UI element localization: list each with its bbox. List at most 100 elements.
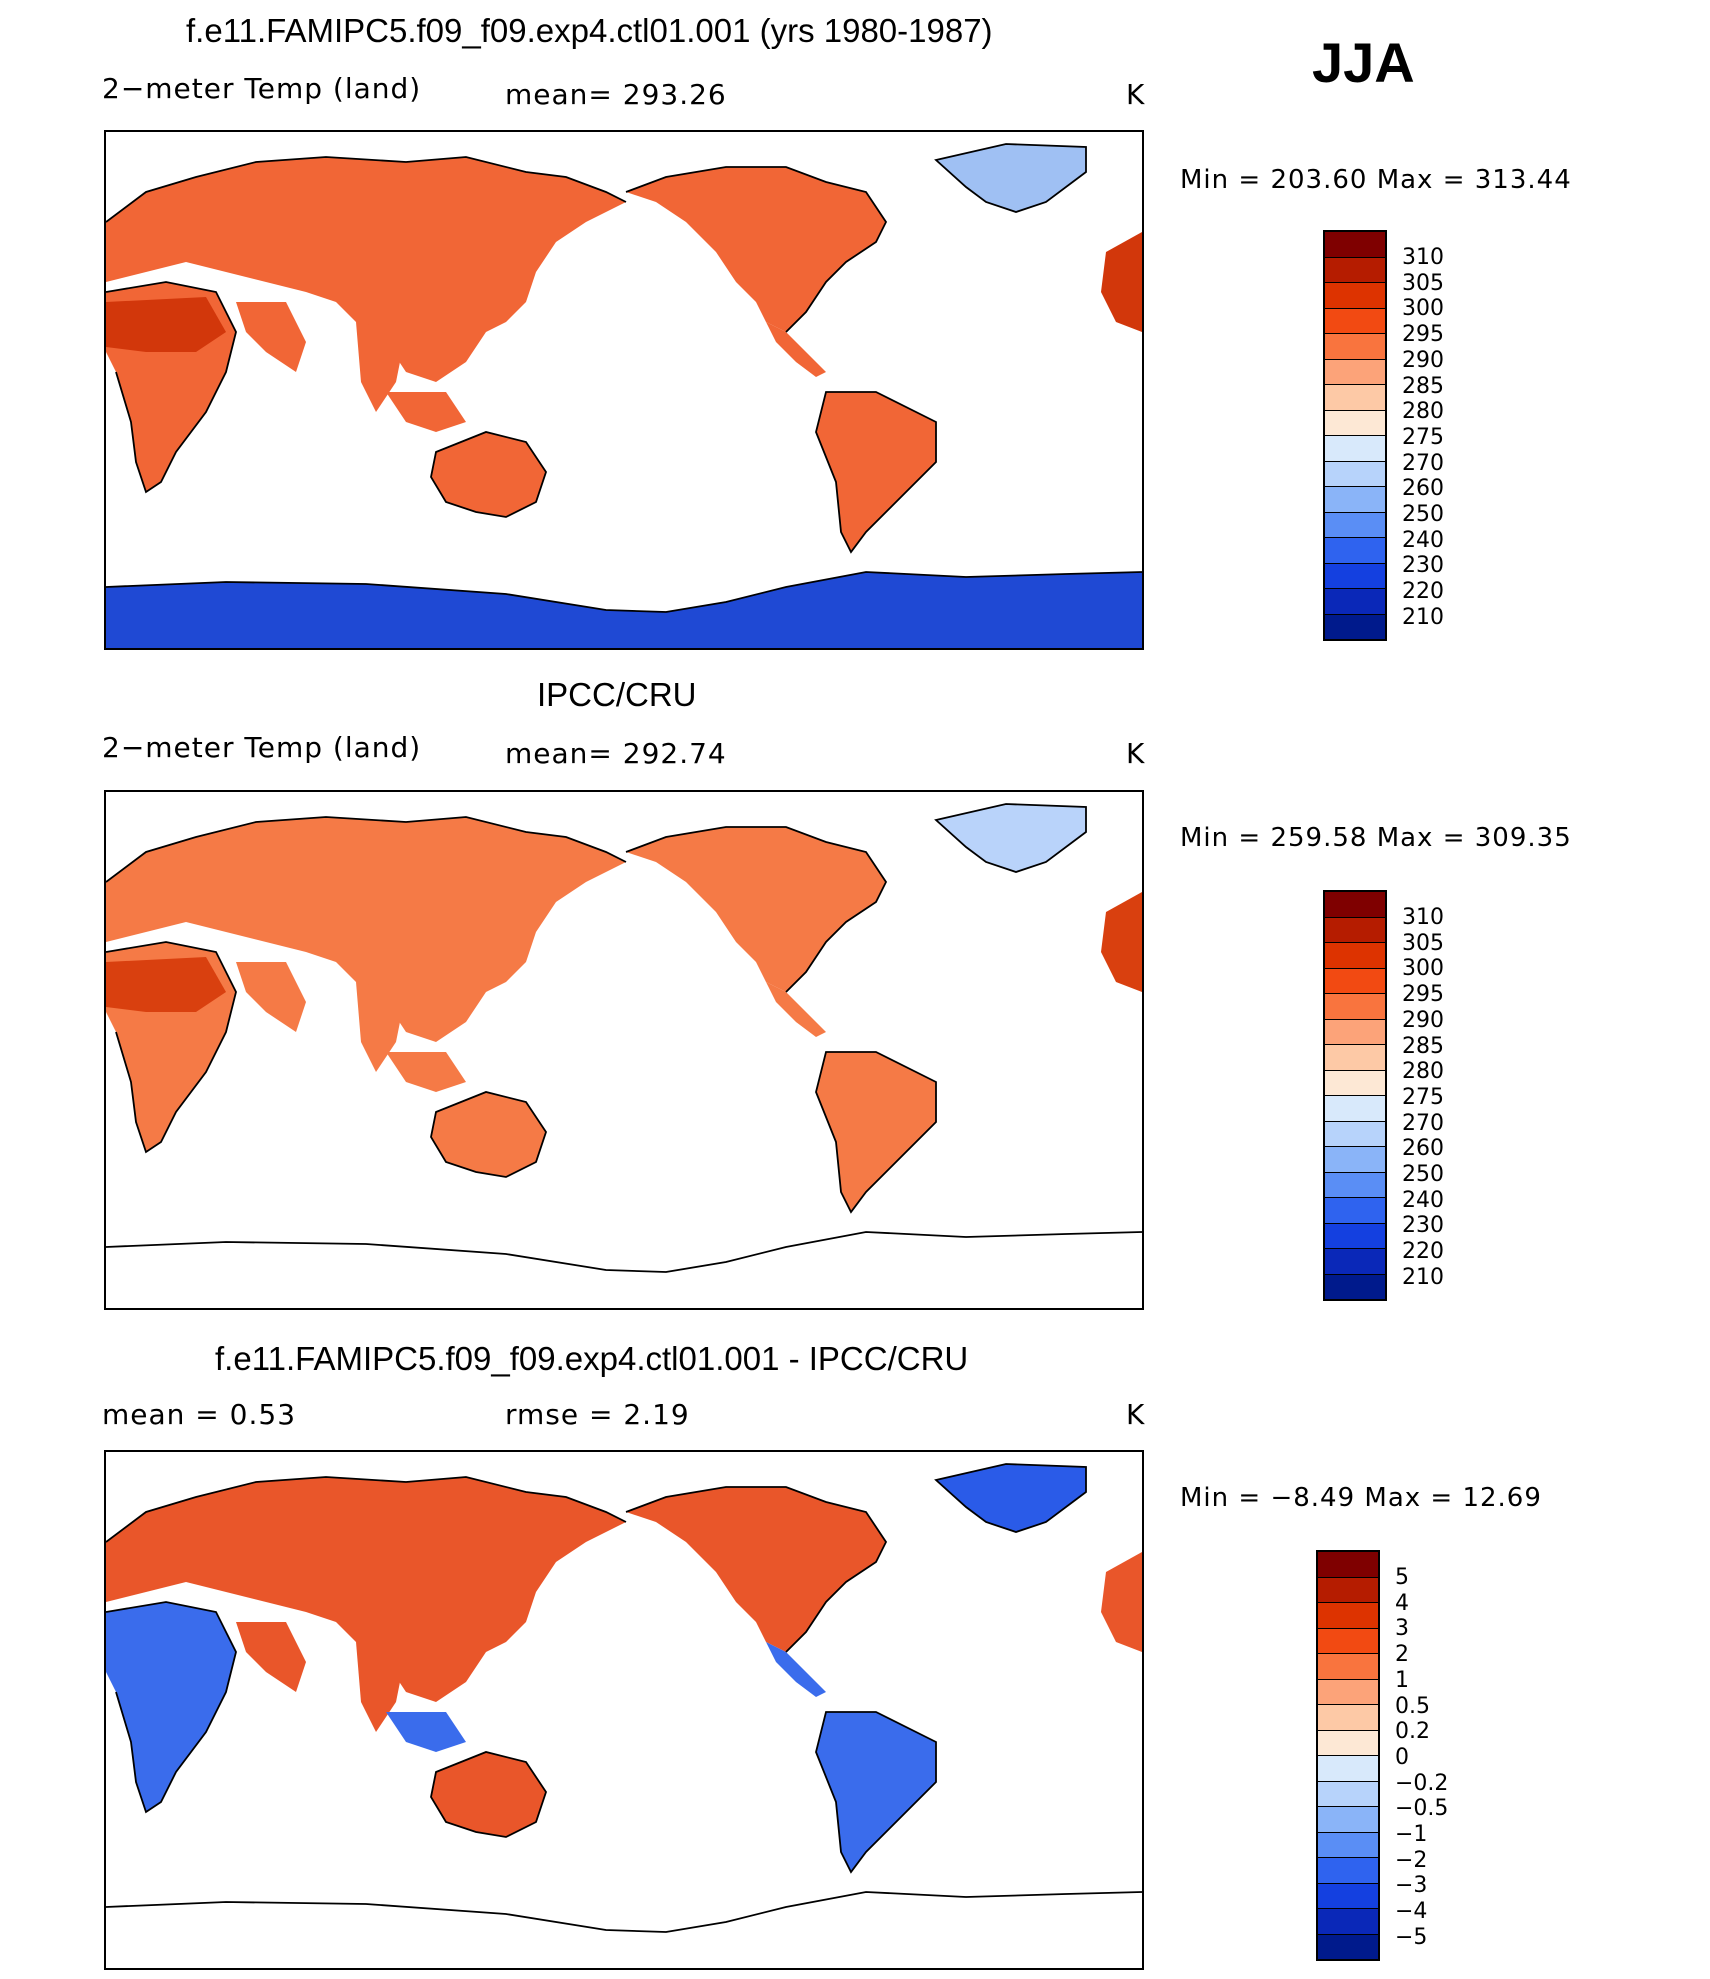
colorbar-swatch [1325, 892, 1385, 918]
colorbar-tick-label: 310 [1402, 245, 1444, 270]
colorbar-tick-label: 1 [1395, 1667, 1409, 1693]
colorbar-tick-label: 275 [1402, 1084, 1444, 1110]
colorbar-swatch [1318, 1577, 1378, 1603]
colorbar-tick-label: 3 [1395, 1616, 1409, 1642]
africa [106, 1602, 236, 1812]
colorbar-tick-label: 310 [1402, 905, 1444, 930]
colorbar-tick-label: 295 [1402, 322, 1444, 348]
variable-label: 2−meter Temp (land) [102, 731, 422, 764]
colorbar-swatch [1325, 1070, 1385, 1096]
colorbar-swatch [1325, 512, 1385, 538]
colorbar-swatch [1325, 359, 1385, 385]
colorbar-swatch [1318, 1679, 1378, 1705]
central-america [766, 322, 826, 377]
colorbar-tick-label: 4 [1395, 1590, 1409, 1616]
map-canvas [106, 803, 1142, 1308]
land-fill [106, 804, 1142, 1212]
colorbar-tick-label: 240 [1402, 1187, 1444, 1213]
colorbar-swatch [1318, 1552, 1378, 1578]
map-canvas [106, 1463, 1142, 1968]
colorbar-tick-label: 280 [1402, 1059, 1444, 1085]
colorbar-tick-label: 290 [1402, 347, 1444, 373]
colorbar-swatch [1325, 487, 1385, 513]
north-america [626, 1487, 886, 1652]
colorbar-swatch [1318, 1756, 1378, 1782]
sahara [106, 957, 226, 1012]
west-africa-edge [1101, 892, 1142, 992]
colorbar-tick-label: 0.2 [1395, 1719, 1430, 1745]
min-max-label: Min = −8.49 Max = 12.69 [1180, 1483, 1542, 1513]
colorbar-swatch [1318, 1832, 1378, 1858]
colorbar-swatch [1325, 614, 1385, 639]
colorbar-swatch [1325, 283, 1385, 309]
colorbar-tick-label: 270 [1402, 1110, 1444, 1136]
greenland [936, 804, 1086, 872]
colorbar-swatch [1318, 1654, 1378, 1680]
world-map [104, 130, 1144, 650]
india [356, 322, 406, 412]
antarctica [106, 572, 1142, 648]
arabia-india [236, 1622, 306, 1692]
colorbar-swatch [1325, 1198, 1385, 1224]
colorbar-tick-label: 285 [1402, 1033, 1444, 1059]
colorbar-swatch [1318, 1730, 1378, 1756]
colorbar-swatch [1325, 943, 1385, 969]
colorbar-ticks: 5 4 3 2 1 0.5 0.2 0 −0.2 −0.5 −1 −2 −3 −4 −5 [1395, 1565, 1448, 1951]
south-america [816, 1052, 936, 1212]
colorbar-swatch [1325, 1121, 1385, 1147]
eurasia [106, 1477, 626, 1702]
eurasia [106, 817, 626, 1042]
world-map [104, 790, 1144, 1310]
india [356, 982, 406, 1072]
colorbar [1323, 890, 1387, 1301]
colorbar-swatch [1325, 461, 1385, 487]
coastlines [106, 143, 1142, 613]
colorbar-tick-label: −3 [1395, 1873, 1428, 1899]
colorbar-swatch [1325, 1274, 1385, 1299]
australia [431, 432, 546, 517]
mean-label: mean= 293.26 [505, 78, 727, 111]
se-asia [386, 1712, 466, 1752]
colorbar-tick-label: 260 [1402, 476, 1444, 502]
colorbar-tick-label: −0.5 [1395, 1796, 1449, 1822]
colorbar-swatch [1325, 589, 1385, 615]
west-africa-edge [1101, 232, 1142, 332]
greenland [936, 144, 1086, 212]
colorbar-tick-label: 250 [1402, 1162, 1444, 1188]
sahara [106, 297, 226, 352]
colorbar-tick-label: 5 [1395, 1565, 1409, 1590]
min-max-label: Min = 203.60 Max = 313.44 [1180, 165, 1572, 195]
central-america [766, 982, 826, 1037]
colorbar-swatch [1318, 1909, 1378, 1935]
antarctica [106, 1232, 1142, 1308]
colorbar-swatch [1325, 257, 1385, 283]
colorbar-tick-label: −0.2 [1395, 1770, 1449, 1796]
greenland [936, 1464, 1086, 1532]
colorbar-swatch [1325, 1249, 1385, 1275]
mean-label: mean = 0.53 [102, 1398, 297, 1431]
colorbar-swatch [1325, 1147, 1385, 1173]
colorbar-swatch [1325, 1019, 1385, 1045]
north-america [626, 167, 886, 332]
colorbar-tick-label: 260 [1402, 1136, 1444, 1162]
north-america [626, 827, 886, 992]
colorbar-swatch [1325, 968, 1385, 994]
colorbar-swatch [1325, 410, 1385, 436]
colorbar-tick-label: 240 [1402, 527, 1444, 553]
colorbar-swatch [1325, 1096, 1385, 1122]
colorbar-swatch [1325, 1045, 1385, 1071]
colorbar-swatch [1325, 436, 1385, 462]
se-asia [386, 392, 466, 432]
central-america [766, 1642, 826, 1697]
colorbar [1323, 230, 1387, 641]
land-fill [106, 1464, 1142, 1872]
colorbar-tick-label: 300 [1402, 956, 1444, 982]
colorbar-tick-label: 230 [1402, 1213, 1444, 1239]
colorbar-tick-label: 305 [1402, 270, 1444, 296]
colorbar-tick-label: 0.5 [1395, 1693, 1430, 1719]
colorbar-tick-label: 0 [1395, 1744, 1409, 1770]
coastlines [106, 803, 1142, 1273]
min-max-label: Min = 259.58 Max = 309.35 [1180, 823, 1572, 853]
colorbar-swatch [1325, 385, 1385, 411]
colorbar-tick-label: 250 [1402, 502, 1444, 528]
